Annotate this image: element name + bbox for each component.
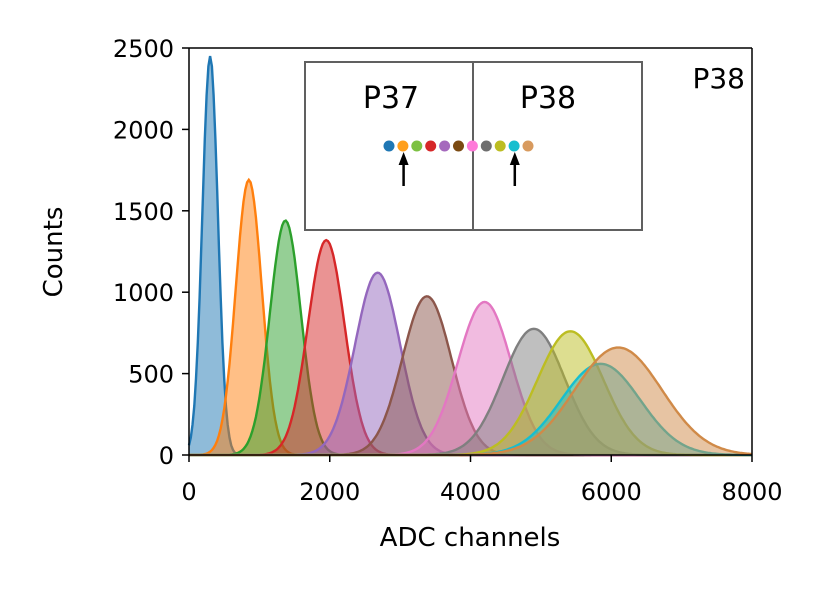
inset-arrow-head-2	[509, 152, 520, 165]
y-tick-label: 2000	[113, 116, 174, 144]
series-fill-7	[189, 302, 752, 455]
x-tick-label: 6000	[581, 478, 642, 506]
inset-dot-10	[508, 140, 520, 152]
series-fill-2	[189, 179, 752, 455]
inset-dot-7	[466, 140, 478, 152]
series-fill-4	[189, 240, 752, 455]
y-tick-label: 1500	[113, 198, 174, 226]
inset-dot-9	[494, 140, 506, 152]
series-fill-3	[189, 220, 752, 455]
inset-dot-11	[522, 140, 534, 152]
inset-dot-4	[425, 140, 437, 152]
inset-dot-6	[453, 140, 464, 152]
inset-dot-5	[439, 140, 451, 152]
inset-arrow-head-1	[398, 152, 409, 165]
inset-arrows	[398, 152, 520, 186]
x-tick-label: 0	[181, 478, 196, 506]
ticks-layer: 0 2000 4000 6000 8000 0 500 1000 1500 2000 2500	[113, 35, 783, 506]
inset-dot-3	[411, 140, 423, 152]
y-tick-label: 1000	[113, 279, 174, 307]
inset-dot-8	[480, 140, 492, 152]
series-fill-11	[189, 347, 752, 455]
x-tick-label: 2000	[299, 478, 360, 506]
inset-right-label: P38	[520, 81, 576, 116]
y-tick-label: 500	[128, 361, 174, 389]
x-tick-label: 4000	[440, 478, 501, 506]
y-tick-label: 2500	[113, 35, 174, 63]
x-axis-title: ADC channels	[380, 523, 561, 553]
inset-dot-2	[397, 140, 409, 152]
y-tick-label: 0	[159, 442, 174, 470]
y-axis-title: Counts	[39, 207, 69, 298]
inset-detector-map: P37 P38	[304, 61, 643, 231]
inset-dot-1	[383, 140, 395, 152]
x-tick-label: 8000	[721, 478, 782, 506]
inset-dots	[383, 140, 534, 152]
inset-left-label: P37	[363, 81, 419, 116]
panel-label: P38	[692, 62, 745, 95]
